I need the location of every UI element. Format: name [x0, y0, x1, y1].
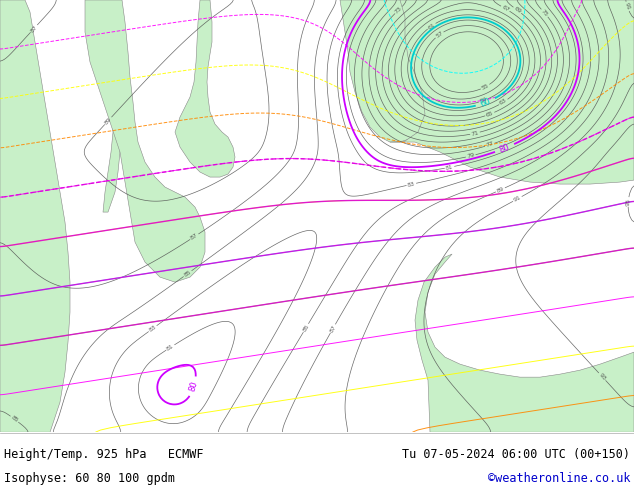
- Text: 71: 71: [470, 130, 479, 137]
- Text: 57: 57: [435, 30, 444, 39]
- Text: Tu 07-05-2024 06:00 UTC (00+150): Tu 07-05-2024 06:00 UTC (00+150): [402, 448, 630, 461]
- Text: 79: 79: [466, 152, 476, 159]
- Text: 61: 61: [427, 22, 436, 30]
- Text: 59: 59: [479, 97, 488, 104]
- Text: 85: 85: [302, 323, 310, 333]
- Text: 55: 55: [481, 83, 490, 91]
- Text: 91: 91: [624, 2, 631, 11]
- Text: 95: 95: [625, 198, 631, 206]
- Text: 60: 60: [479, 97, 492, 109]
- Text: 87: 87: [190, 232, 199, 241]
- Text: 85: 85: [183, 270, 192, 278]
- Text: 89: 89: [496, 186, 505, 194]
- Text: 67: 67: [501, 4, 510, 13]
- Text: ©weatheronline.co.uk: ©weatheronline.co.uk: [488, 472, 630, 485]
- Text: 81: 81: [445, 164, 454, 171]
- Text: 69: 69: [513, 6, 522, 15]
- Text: 83: 83: [407, 181, 416, 188]
- Text: Height/Temp. 925 hPa   ECMWF: Height/Temp. 925 hPa ECMWF: [4, 448, 204, 461]
- Text: 87: 87: [329, 324, 337, 333]
- Text: 91: 91: [513, 195, 522, 203]
- Text: Isophyse: 60 80 100 gpdm: Isophyse: 60 80 100 gpdm: [4, 472, 175, 485]
- Text: 83: 83: [148, 324, 157, 333]
- Text: 65: 65: [485, 110, 495, 118]
- Text: 75: 75: [540, 8, 549, 18]
- Text: 73: 73: [394, 5, 403, 15]
- Text: 81: 81: [165, 343, 175, 352]
- Text: 77: 77: [485, 141, 495, 148]
- Text: 63: 63: [499, 98, 508, 106]
- Text: 80: 80: [498, 142, 511, 154]
- Text: 85: 85: [10, 415, 19, 423]
- Text: 89: 89: [103, 116, 113, 125]
- Text: 93: 93: [598, 372, 607, 381]
- Text: 87: 87: [29, 24, 39, 33]
- Text: 80: 80: [188, 380, 200, 393]
